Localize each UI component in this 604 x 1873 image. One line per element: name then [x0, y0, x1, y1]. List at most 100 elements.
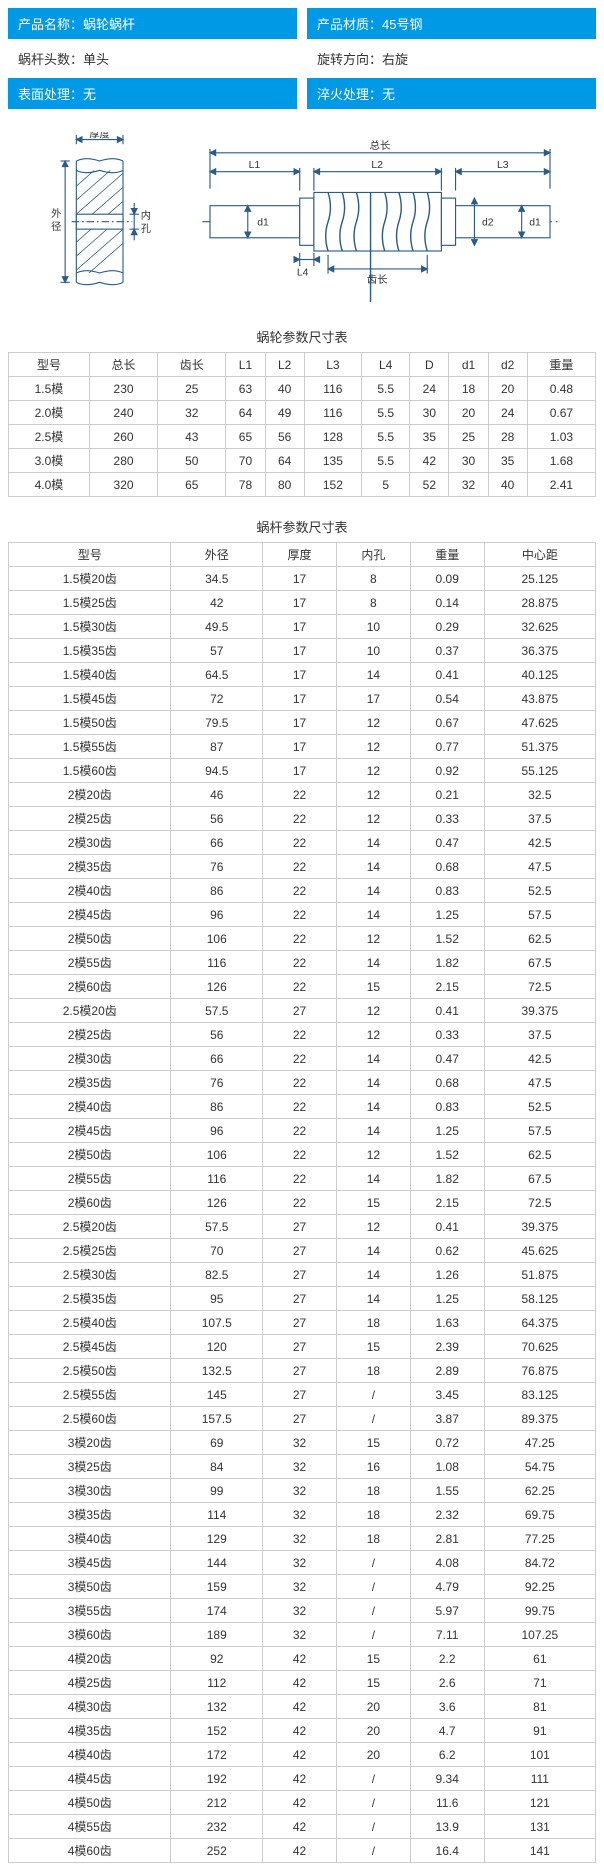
table-cell: 56: [171, 807, 263, 831]
table-row: 3.0模2805070641355.54230351.68: [9, 449, 596, 473]
table-cell: 2模45齿: [9, 903, 171, 927]
diagram-row: 厚度: [0, 117, 604, 317]
table-cell: 80: [265, 473, 304, 497]
info-value: 无: [83, 87, 96, 102]
table-cell: 112: [171, 1671, 263, 1695]
table-cell: 2.5模25齿: [9, 1239, 171, 1263]
table-cell: 8: [336, 591, 410, 615]
table-cell: 1.5模60齿: [9, 759, 171, 783]
table-cell: 27: [263, 1239, 337, 1263]
table-cell: 1.5模50齿: [9, 711, 171, 735]
table-cell: 42: [263, 1671, 337, 1695]
table-cell: 32: [263, 1455, 337, 1479]
table-cell: 2模40齿: [9, 879, 171, 903]
table-cell: 40.125: [484, 663, 595, 687]
table-cell: 27: [263, 1287, 337, 1311]
table-cell: 0.48: [527, 377, 595, 401]
column-header: 内孔: [336, 543, 410, 567]
table-cell: 20: [336, 1743, 410, 1767]
table-cell: /: [336, 1791, 410, 1815]
table-cell: 172: [171, 1743, 263, 1767]
d1-left-label: d1: [257, 218, 269, 229]
table-cell: 18: [336, 1527, 410, 1551]
table-cell: 22: [263, 1095, 337, 1119]
table-cell: 63: [226, 377, 265, 401]
table-cell: 2.81: [410, 1527, 484, 1551]
table-cell: 2模20齿: [9, 783, 171, 807]
table-cell: 27: [263, 1359, 337, 1383]
table-cell: 37.5: [484, 807, 595, 831]
table-cell: 7.11: [410, 1623, 484, 1647]
table-cell: 2.5模50齿: [9, 1359, 171, 1383]
info-value: 蜗轮蜗杆: [83, 17, 135, 32]
table-cell: 10: [336, 639, 410, 663]
table-cell: 14: [336, 879, 410, 903]
table-cell: 36.375: [484, 639, 595, 663]
d1-right-label: d1: [529, 218, 541, 229]
table-row: 4.0模32065788015255232402.41: [9, 473, 596, 497]
table-cell: 14: [336, 831, 410, 855]
table-cell: 22: [263, 783, 337, 807]
table-cell: 1.52: [410, 927, 484, 951]
table-cell: 69: [171, 1431, 263, 1455]
table-cell: 15: [336, 1335, 410, 1359]
table-row: 2模60齿12622152.1572.5: [9, 975, 596, 999]
table-cell: 16: [336, 1455, 410, 1479]
info-label: 表面处理：: [18, 87, 83, 102]
table-cell: 0.67: [410, 711, 484, 735]
table-cell: 17: [263, 735, 337, 759]
table-cell: 14: [336, 951, 410, 975]
table-cell: 42: [263, 1767, 337, 1791]
table-cell: 320: [89, 473, 157, 497]
table-row: 1.5模55齿8717120.7751.375: [9, 735, 596, 759]
table-cell: 58.125: [484, 1287, 595, 1311]
table-cell: 28: [488, 425, 527, 449]
table-cell: 96: [171, 1119, 263, 1143]
info-value: 右旋: [382, 52, 408, 67]
table-cell: 82.5: [171, 1263, 263, 1287]
table-cell: 17: [263, 711, 337, 735]
table-cell: 2模30齿: [9, 831, 171, 855]
table-cell: 64.5: [171, 663, 263, 687]
table-cell: 78: [226, 473, 265, 497]
column-header: 型号: [9, 543, 171, 567]
table-row: 2模25齿5622120.3337.5: [9, 807, 596, 831]
table-cell: 2.89: [410, 1359, 484, 1383]
table-row: 2模35齿7622140.6847.5: [9, 1071, 596, 1095]
table-cell: 159: [171, 1575, 263, 1599]
table-cell: 1.5模30齿: [9, 615, 171, 639]
product-info-grid: 产品名称：蜗轮蜗杆产品材质：45号钢蜗杆头数：单头旋转方向：右旋表面处理：无淬火…: [0, 0, 604, 117]
table-cell: 260: [89, 425, 157, 449]
table-cell: 2.5模30齿: [9, 1263, 171, 1287]
table-cell: 83.125: [484, 1383, 595, 1407]
info-label: 蜗杆头数：: [18, 52, 83, 67]
table-cell: 17: [263, 663, 337, 687]
table-cell: 5.5: [362, 377, 410, 401]
table-cell: 2模40齿: [9, 1095, 171, 1119]
table-cell: 14: [336, 1095, 410, 1119]
table-cell: 212: [171, 1791, 263, 1815]
table-cell: 12: [336, 783, 410, 807]
table-cell: 77.25: [484, 1527, 595, 1551]
table-cell: 17: [263, 639, 337, 663]
table-cell: 91: [484, 1719, 595, 1743]
table-cell: 3模50齿: [9, 1575, 171, 1599]
table-cell: 43: [158, 425, 226, 449]
table-cell: 20: [449, 401, 488, 425]
table-row: 2.0模2403264491165.53020240.67: [9, 401, 596, 425]
table-cell: 30: [410, 401, 449, 425]
table-cell: 4模25齿: [9, 1671, 171, 1695]
table-cell: 5.97: [410, 1599, 484, 1623]
table-cell: 42: [171, 591, 263, 615]
table-cell: 76.875: [484, 1359, 595, 1383]
table-cell: 4.7: [410, 1719, 484, 1743]
table-cell: 2模25齿: [9, 807, 171, 831]
table-cell: 34.5: [171, 567, 263, 591]
table-cell: 0.14: [410, 591, 484, 615]
table-cell: 5.5: [362, 425, 410, 449]
table-cell: 3.45: [410, 1383, 484, 1407]
table-cell: 67.5: [484, 1167, 595, 1191]
table-cell: 84.72: [484, 1551, 595, 1575]
table-row: 4模50齿21242/11.6121: [9, 1791, 596, 1815]
table-cell: 76: [171, 855, 263, 879]
